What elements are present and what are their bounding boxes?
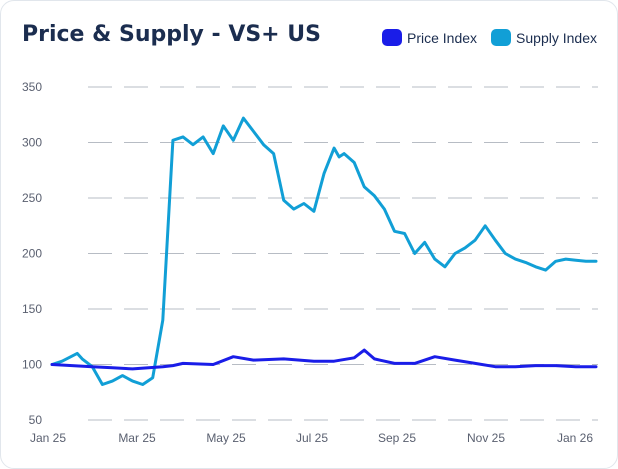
x-tick-label-nov-25: Nov 25 — [467, 431, 505, 445]
y-tick-label-300: 300 — [22, 136, 42, 150]
y-tick-label-50: 50 — [29, 413, 43, 427]
x-tick-label-may-25: May 25 — [206, 431, 246, 445]
chart-legend: Price Index Supply Index — [368, 29, 597, 46]
legend-label-supply-index: Supply Index — [516, 29, 597, 46]
x-tick-label-jul-25: Jul 25 — [296, 431, 328, 445]
series-line-supply-index — [50, 116, 598, 386]
legend-label-price-index: Price Index — [407, 29, 478, 46]
y-tick-label-150: 150 — [22, 302, 42, 316]
legend-item-price-index[interactable]: Price Index — [382, 29, 477, 46]
series-line-price-index — [50, 348, 598, 371]
y-tick-label-350: 350 — [22, 80, 42, 94]
y-tick-label-250: 250 — [22, 191, 42, 205]
chart-title: Price & Supply - VS+ US — [22, 22, 321, 47]
legend-swatch-supply-index — [491, 29, 512, 46]
legend-swatch-price-index — [382, 29, 402, 46]
x-tick-label-jan-26: Jan 26 — [557, 431, 593, 445]
x-tick-label-jan-25: Jan 25 — [30, 431, 66, 445]
legend-item-supply-index[interactable]: Supply Index — [491, 29, 597, 46]
y-tick-label-100: 100 — [22, 358, 42, 372]
x-tick-label-mar-25: Mar 25 — [118, 431, 156, 445]
x-tick-label-sep-25: Sep 25 — [378, 431, 416, 445]
y-tick-label-200: 200 — [22, 247, 42, 261]
